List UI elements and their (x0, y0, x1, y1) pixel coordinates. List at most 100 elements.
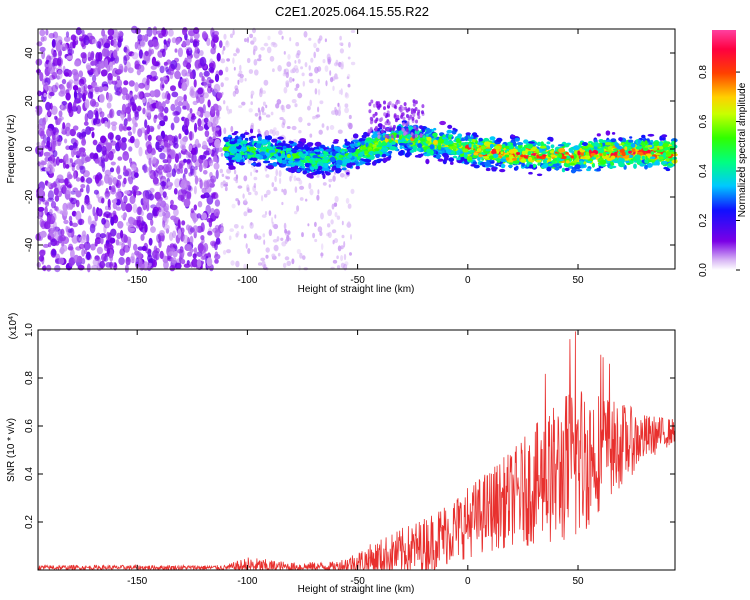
ridge-halo-cell (401, 128, 405, 132)
noise-cell (183, 59, 188, 66)
ridge-cell (448, 136, 452, 140)
noise-cell (184, 117, 190, 128)
noise-cell (317, 106, 320, 113)
ridge-cell (317, 165, 323, 171)
ridge-cell (586, 160, 593, 164)
noise-cell (214, 127, 220, 132)
ridge-cell (665, 158, 670, 162)
ridge-halo-cell (383, 112, 387, 117)
noise-cell (150, 127, 154, 132)
noise-cell (123, 195, 128, 204)
noise-cell (101, 117, 105, 124)
spectrogram-x-ticks: -150 -100 -50 0 50 (127, 29, 584, 286)
noise-cell (65, 92, 71, 101)
noise-cell (344, 92, 350, 99)
ridge-cell (662, 160, 668, 164)
noise-cell (181, 220, 186, 226)
noise-cell (88, 71, 93, 77)
noise-cell (138, 222, 143, 231)
noise-cell (106, 248, 111, 255)
noise-cell (37, 206, 45, 212)
noise-cell (120, 201, 127, 212)
ridge-cell (269, 157, 277, 160)
noise-cell (208, 79, 214, 84)
ridge-cell (583, 155, 591, 160)
noise-cell (86, 251, 91, 260)
noise-cell (316, 194, 320, 201)
noise-cell (222, 180, 226, 185)
noise-cell (214, 199, 221, 207)
ridge-cell (473, 152, 479, 156)
ridge-cell (512, 141, 517, 147)
noise-cell (166, 172, 172, 178)
noise-cell (288, 76, 293, 83)
ridge-cell (564, 167, 570, 171)
ridge-cell (439, 136, 443, 140)
noise-cell (348, 41, 351, 48)
noise-cell (70, 197, 77, 205)
ridge-cell (247, 152, 254, 155)
ridge-cell (446, 129, 453, 134)
noise-cell (110, 56, 114, 62)
ridge-cell (483, 141, 491, 147)
ridge-cell (523, 139, 529, 144)
noise-cell (76, 132, 83, 138)
noise-cell (131, 252, 135, 261)
noise-cell (126, 221, 130, 227)
ridge-cell (377, 123, 383, 128)
noise-cell (294, 87, 298, 91)
noise-cell (123, 234, 128, 243)
noise-cell (337, 109, 341, 117)
ridge-cell (429, 144, 435, 150)
ridge-cell (296, 143, 304, 148)
noise-cell (128, 80, 135, 87)
noise-cell (212, 227, 219, 233)
noise-cell (140, 127, 146, 134)
noise-cell (193, 185, 197, 195)
noise-cell (72, 101, 77, 111)
ridge-cell (432, 139, 438, 145)
ridge-halo-cell (397, 100, 401, 105)
ridge-cell (541, 164, 548, 169)
noise-cell (170, 204, 178, 211)
ridge-cell (344, 158, 352, 164)
noise-cell (302, 80, 305, 87)
noise-cell (304, 62, 308, 68)
noise-cell (172, 142, 176, 148)
noise-cell (214, 258, 219, 264)
noise-cell (210, 175, 217, 183)
snr-series-line (37, 331, 676, 571)
noise-cell (250, 101, 253, 106)
ridge-cell (539, 145, 547, 149)
noise-cell (39, 46, 46, 53)
noise-cell (134, 250, 140, 256)
noise-cell (134, 82, 139, 92)
noise-cell (223, 127, 227, 135)
noise-cell (52, 150, 58, 158)
ridge-halo-cell (413, 125, 417, 130)
ridge-cell (437, 138, 445, 144)
ridge-halo-cell (374, 111, 378, 116)
noise-cell (46, 127, 53, 137)
ridge-cell (528, 144, 534, 149)
ridge-cell (331, 167, 335, 172)
ridge-cell (374, 148, 380, 152)
noise-cell (168, 251, 174, 257)
noise-cell (300, 66, 304, 70)
ridge-cell (561, 167, 566, 173)
ridge-cell (355, 150, 358, 155)
noise-cell (334, 106, 337, 113)
noise-cell (199, 154, 207, 160)
ridge-cell (624, 146, 628, 151)
ridge-halo-cell (405, 108, 409, 113)
noise-cell (46, 214, 52, 225)
noise-cell (36, 41, 43, 47)
noise-cell (239, 64, 242, 71)
noise-cell (235, 178, 239, 184)
ridge-cell (388, 155, 392, 159)
ridge-cell (650, 151, 655, 155)
noise-cell (95, 110, 99, 121)
noise-cell (224, 40, 230, 48)
noise-cell (281, 241, 287, 247)
noise-cell (295, 68, 299, 74)
